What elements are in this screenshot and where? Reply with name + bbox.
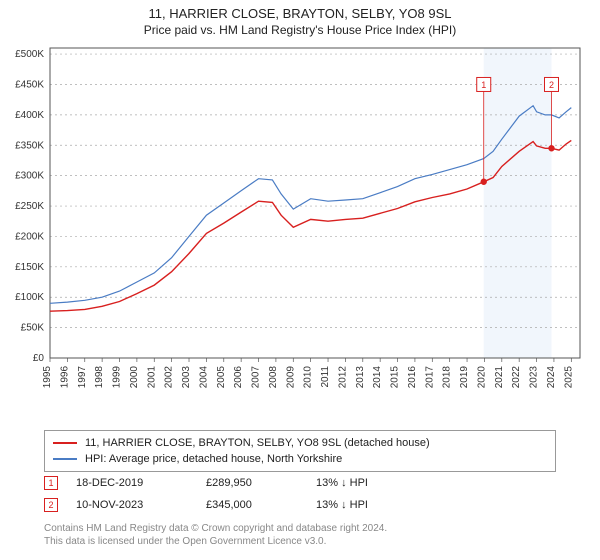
svg-text:£250K: £250K (15, 201, 44, 212)
svg-text:2018: 2018 (442, 366, 453, 389)
svg-text:2012: 2012 (337, 366, 348, 389)
svg-text:1995: 1995 (42, 366, 53, 389)
svg-text:2002: 2002 (164, 366, 175, 389)
legend-label: 11, HARRIER CLOSE, BRAYTON, SELBY, YO8 9… (85, 437, 430, 449)
svg-text:2003: 2003 (181, 366, 192, 389)
sale-date: 10-NOV-2023 (76, 499, 206, 511)
sale-date: 18-DEC-2019 (76, 477, 206, 489)
svg-text:2019: 2019 (459, 366, 470, 389)
svg-text:2000: 2000 (129, 366, 140, 389)
svg-text:1997: 1997 (77, 366, 88, 389)
svg-text:2022: 2022 (511, 366, 522, 389)
svg-text:2007: 2007 (251, 366, 262, 389)
svg-text:2005: 2005 (216, 366, 227, 389)
svg-text:1: 1 (481, 80, 486, 90)
svg-text:£200K: £200K (15, 231, 44, 242)
svg-text:1998: 1998 (94, 366, 105, 389)
svg-text:1999: 1999 (112, 366, 123, 389)
chart-plot: £0£50K£100K£150K£200K£250K£300K£350K£400… (50, 48, 580, 396)
chart-svg: £0£50K£100K£150K£200K£250K£300K£350K£400… (50, 48, 580, 396)
svg-text:£300K: £300K (15, 171, 44, 182)
svg-text:2009: 2009 (285, 366, 296, 389)
svg-text:2011: 2011 (320, 366, 331, 388)
chart-title-address: 11, HARRIER CLOSE, BRAYTON, SELBY, YO8 9… (0, 6, 600, 21)
legend-row: HPI: Average price, detached house, Nort… (53, 451, 547, 467)
svg-text:2006: 2006 (233, 366, 244, 389)
svg-text:2017: 2017 (424, 366, 435, 389)
legend: 11, HARRIER CLOSE, BRAYTON, SELBY, YO8 9… (44, 430, 556, 472)
svg-text:£100K: £100K (15, 292, 44, 303)
svg-text:2021: 2021 (494, 366, 505, 389)
sale-marker-icon: 1 (44, 476, 58, 490)
svg-text:£0: £0 (33, 353, 45, 364)
sale-row: 1 18-DEC-2019£289,95013% ↓ HPI (44, 472, 416, 494)
svg-text:2: 2 (549, 80, 554, 90)
svg-text:£350K: £350K (15, 140, 44, 151)
footer-line-2: This data is licensed under the Open Gov… (44, 535, 387, 548)
sale-price: £289,950 (206, 477, 316, 489)
svg-text:2023: 2023 (529, 366, 540, 389)
sales-table: 1 18-DEC-2019£289,95013% ↓ HPI 2 10-NOV-202… (44, 472, 416, 516)
svg-text:2014: 2014 (372, 366, 383, 389)
chart-subtitle: Price paid vs. HM Land Registry's House … (0, 23, 600, 37)
legend-swatch (53, 458, 77, 460)
svg-text:2004: 2004 (198, 366, 209, 389)
sale-diff: 13% ↓ HPI (316, 477, 416, 489)
svg-text:£450K: £450K (15, 79, 44, 90)
legend-row: 11, HARRIER CLOSE, BRAYTON, SELBY, YO8 9… (53, 435, 547, 451)
svg-text:2010: 2010 (303, 366, 314, 389)
svg-text:2015: 2015 (390, 366, 401, 389)
svg-text:2020: 2020 (476, 366, 487, 389)
svg-text:£150K: £150K (15, 262, 44, 273)
sale-marker-icon: 2 (44, 498, 58, 512)
sale-row: 2 10-NOV-2023£345,00013% ↓ HPI (44, 494, 416, 516)
svg-text:2001: 2001 (146, 366, 157, 389)
footer-line-1: Contains HM Land Registry data © Crown c… (44, 522, 387, 535)
svg-text:2008: 2008 (268, 366, 279, 389)
footer-attribution: Contains HM Land Registry data © Crown c… (44, 522, 387, 548)
svg-text:2016: 2016 (407, 366, 418, 389)
svg-text:£50K: £50K (21, 323, 45, 334)
svg-text:2013: 2013 (355, 366, 366, 389)
svg-text:2025: 2025 (563, 366, 574, 389)
svg-text:£400K: £400K (15, 110, 44, 121)
legend-swatch (53, 442, 77, 444)
sale-price: £345,000 (206, 499, 316, 511)
svg-text:1996: 1996 (59, 366, 70, 389)
svg-text:£500K: £500K (15, 49, 44, 60)
sale-diff: 13% ↓ HPI (316, 499, 416, 511)
legend-label: HPI: Average price, detached house, Nort… (85, 453, 342, 465)
svg-text:2024: 2024 (546, 366, 557, 389)
